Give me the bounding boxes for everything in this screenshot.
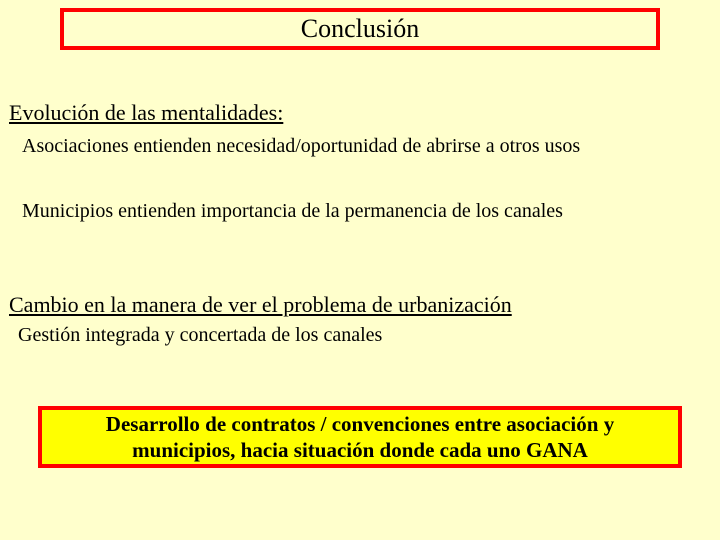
highlight-text: Desarrollo de contratos / convenciones e… [52,411,668,464]
section2-heading: Cambio en la manera de ver el problema d… [9,292,512,318]
title-text: Conclusión [301,14,419,44]
section1-line1: Asociaciones entienden necesidad/oportun… [22,135,580,158]
title-box: Conclusión [60,8,660,50]
section1-line2: Municipios entienden importancia de la p… [22,200,563,223]
highlight-box: Desarrollo de contratos / convenciones e… [38,406,682,468]
section1-heading: Evolución de las mentalidades: [9,100,283,126]
section2-line1: Gestión integrada y concertada de los ca… [18,324,382,347]
